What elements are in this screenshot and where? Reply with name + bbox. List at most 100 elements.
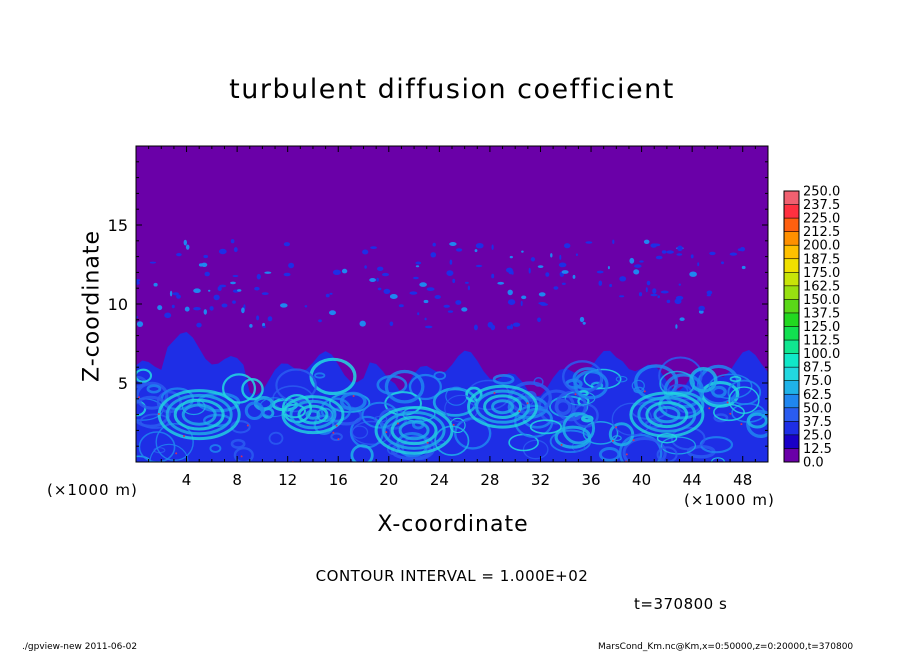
patch [329, 292, 333, 295]
patch [633, 269, 640, 275]
patch [254, 286, 260, 291]
patch [183, 239, 187, 246]
eddy-swirl [136, 395, 171, 428]
eddy-swirl [582, 421, 619, 445]
eddy-swirl [618, 433, 663, 462]
patch [446, 270, 454, 276]
patch [232, 275, 239, 277]
eddy-swirl [524, 390, 537, 402]
eddy-swirl [729, 375, 742, 383]
speck [615, 426, 618, 429]
eddy-swirl [314, 372, 326, 379]
patch [208, 289, 211, 292]
colorbar-bin [784, 353, 799, 368]
eddy-swirl [209, 444, 222, 453]
eddy-swirl [146, 384, 162, 394]
patch [638, 292, 643, 297]
patch [283, 272, 291, 277]
colorbar-bin [784, 231, 799, 246]
patch [564, 243, 571, 249]
patch [729, 252, 738, 256]
eddy-swirl [222, 373, 257, 404]
patch [426, 287, 435, 291]
patch [232, 300, 236, 304]
y-tick-label: 5 [118, 374, 128, 393]
chart-title: turbulent diffusion coefficient [229, 74, 675, 105]
eddy-swirl [136, 381, 169, 410]
eddy-swirl [138, 431, 176, 462]
vortex-ring [181, 403, 217, 426]
patch [398, 304, 404, 308]
patch [737, 248, 742, 251]
eddy-swirl [522, 439, 549, 460]
patch [657, 295, 660, 299]
speck [183, 435, 185, 437]
colorbar-bin [784, 434, 799, 449]
eddy-swirl [230, 438, 246, 449]
patch [512, 322, 521, 327]
speck [574, 393, 577, 396]
speck [526, 402, 529, 405]
x-unit-label-right: (×1000 m) [684, 491, 775, 509]
patch [233, 247, 238, 253]
colorbar-bin [784, 191, 799, 205]
eddy-swirl [350, 444, 374, 462]
patch [383, 288, 391, 294]
eddy-swirl [727, 379, 762, 406]
colorbar-bin [784, 285, 799, 300]
patch [262, 325, 266, 328]
eddy-swirl [330, 432, 343, 442]
patch [455, 300, 462, 305]
colorbar-bin [784, 245, 799, 260]
colorbar-bin [784, 448, 799, 463]
colorbar-label: 212.5 [803, 225, 840, 240]
patch [689, 271, 697, 277]
patch [619, 276, 627, 282]
patch [184, 306, 190, 312]
patch [172, 292, 179, 296]
patch [241, 307, 245, 314]
patch [475, 264, 483, 268]
speck [560, 443, 563, 446]
speck [426, 441, 429, 444]
patch [359, 320, 366, 327]
vortex-ring [398, 420, 430, 441]
eddy-swirl [611, 402, 653, 436]
patch [537, 317, 541, 323]
patch [185, 244, 190, 250]
eddy-swirl [351, 425, 369, 439]
patch [666, 299, 671, 304]
speck [246, 424, 249, 427]
x-axis-label: X-coordinate [377, 512, 529, 537]
eddy-swirl [583, 368, 622, 390]
patch [136, 279, 141, 282]
patch [561, 282, 566, 285]
eddy-swirl [656, 432, 678, 444]
colorbar-label: 87.5 [803, 361, 832, 376]
patch [196, 322, 202, 328]
x-tick-label: 32 [531, 471, 550, 489]
x-tick-label: 40 [632, 471, 651, 489]
patch [217, 286, 222, 292]
patch [304, 305, 308, 308]
speck [625, 453, 628, 456]
patch [607, 266, 610, 270]
patch [598, 280, 603, 286]
x-tick-label: 16 [329, 471, 348, 489]
speck [352, 395, 355, 397]
speck [632, 439, 635, 442]
patch [474, 249, 478, 253]
patch [417, 312, 420, 316]
patch [582, 321, 586, 325]
patch [325, 293, 330, 298]
patch [690, 254, 694, 259]
patch [553, 286, 559, 290]
patch [575, 253, 579, 256]
patch [176, 294, 181, 299]
patch [419, 282, 427, 287]
patch [634, 264, 642, 268]
vortex-ring [382, 410, 446, 450]
colorbar-label: 150.0 [803, 293, 840, 308]
patch [203, 309, 207, 315]
speck [240, 455, 243, 458]
